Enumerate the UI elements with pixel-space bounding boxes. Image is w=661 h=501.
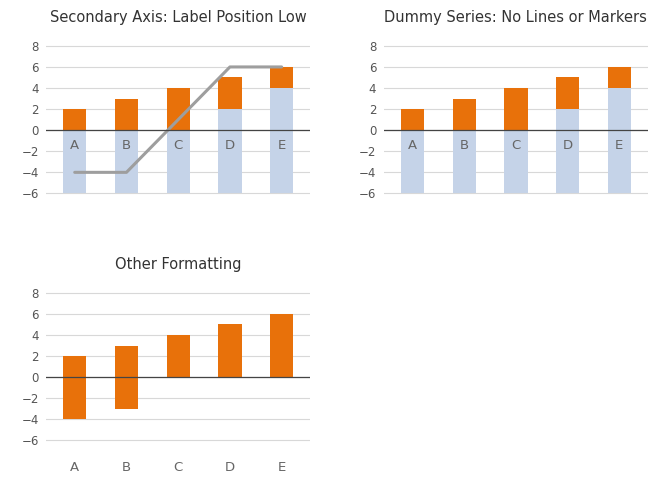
Bar xyxy=(167,88,190,130)
Bar xyxy=(270,67,293,193)
Bar xyxy=(115,99,138,193)
Text: E: E xyxy=(278,139,286,152)
Bar xyxy=(115,346,138,409)
Bar xyxy=(218,78,241,193)
Text: A: A xyxy=(408,139,417,152)
Text: B: B xyxy=(459,139,469,152)
Bar xyxy=(167,88,190,193)
Bar xyxy=(453,99,476,130)
Title: Other Formatting: Other Formatting xyxy=(115,257,241,272)
Text: C: C xyxy=(511,139,520,152)
Bar xyxy=(270,314,293,377)
Bar xyxy=(401,109,424,193)
Text: A: A xyxy=(70,139,79,152)
Text: D: D xyxy=(563,139,572,152)
Bar xyxy=(63,356,87,419)
Title: Secondary Axis: Label Position Low: Secondary Axis: Label Position Low xyxy=(50,10,307,25)
Bar xyxy=(607,67,631,88)
Text: D: D xyxy=(225,139,235,152)
Title: Dummy Series: No Lines or Markers: Dummy Series: No Lines or Markers xyxy=(385,10,647,25)
Bar xyxy=(115,99,138,130)
Text: B: B xyxy=(122,139,131,152)
Bar xyxy=(556,78,579,109)
Bar xyxy=(270,67,293,88)
Bar xyxy=(504,88,527,193)
Bar xyxy=(63,109,87,193)
Text: E: E xyxy=(615,139,623,152)
Bar xyxy=(453,99,476,193)
Bar xyxy=(218,78,241,109)
Bar xyxy=(401,109,424,130)
Bar xyxy=(504,88,527,130)
Bar xyxy=(167,335,190,377)
Text: C: C xyxy=(174,139,183,152)
Bar xyxy=(556,78,579,193)
Bar xyxy=(607,67,631,193)
Bar xyxy=(63,109,87,130)
Bar xyxy=(218,325,241,377)
